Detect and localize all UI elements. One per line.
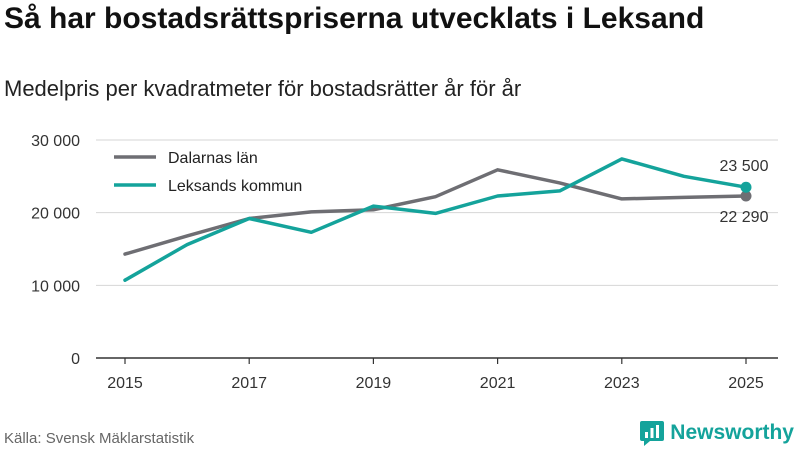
legend-label: Dalarnas län <box>168 150 258 167</box>
end-marker <box>740 190 752 202</box>
newsworthy-logo-icon <box>640 421 665 446</box>
series-end-markers: 22 290 23 500 <box>720 158 769 226</box>
end-value-label: 23 500 <box>720 158 769 175</box>
x-tick-label: 2021 <box>480 375 516 392</box>
y-tick-label: 10 000 <box>31 278 80 295</box>
x-tick-label: 2017 <box>231 375 267 392</box>
line-chart: 0 10 000 20 000 30 000 2015 2017 2019 2021 2023… <box>31 133 778 392</box>
chart-subtitle: Medelpris per kvadratmeter för bostadsrä… <box>4 76 522 101</box>
chart-title: Så har bostadsrättspriserna utvecklats i… <box>4 2 705 35</box>
brand-logo: Newsworthy <box>640 419 794 447</box>
x-tick-label: 2023 <box>604 375 640 392</box>
y-axis-tick-labels: 0 10 000 20 000 30 000 <box>31 133 80 368</box>
x-tick-label: 2019 <box>356 375 392 392</box>
x-axis: 2015 2017 2019 2021 2023 2025 <box>96 357 778 392</box>
end-marker <box>740 181 752 193</box>
legend-label: Leksands kommun <box>168 178 302 195</box>
series-line-leksands-kommun <box>123 157 748 282</box>
source-note: Källa: Svensk Mäklarstatistik <box>4 430 195 447</box>
x-tick-label: 2015 <box>107 375 143 392</box>
y-tick-label: 0 <box>71 351 80 368</box>
y-tick-label: 20 000 <box>31 206 80 223</box>
x-tick-label: 2025 <box>728 375 764 392</box>
y-tick-label: 30 000 <box>31 133 80 150</box>
end-value-label: 22 290 <box>720 209 769 226</box>
series-lines <box>123 157 748 282</box>
legend: Dalarnas län Leksands kommun <box>114 150 302 195</box>
series-line-dalarnas-lan <box>123 168 748 256</box>
brand-name: Newsworthy <box>670 421 794 444</box>
